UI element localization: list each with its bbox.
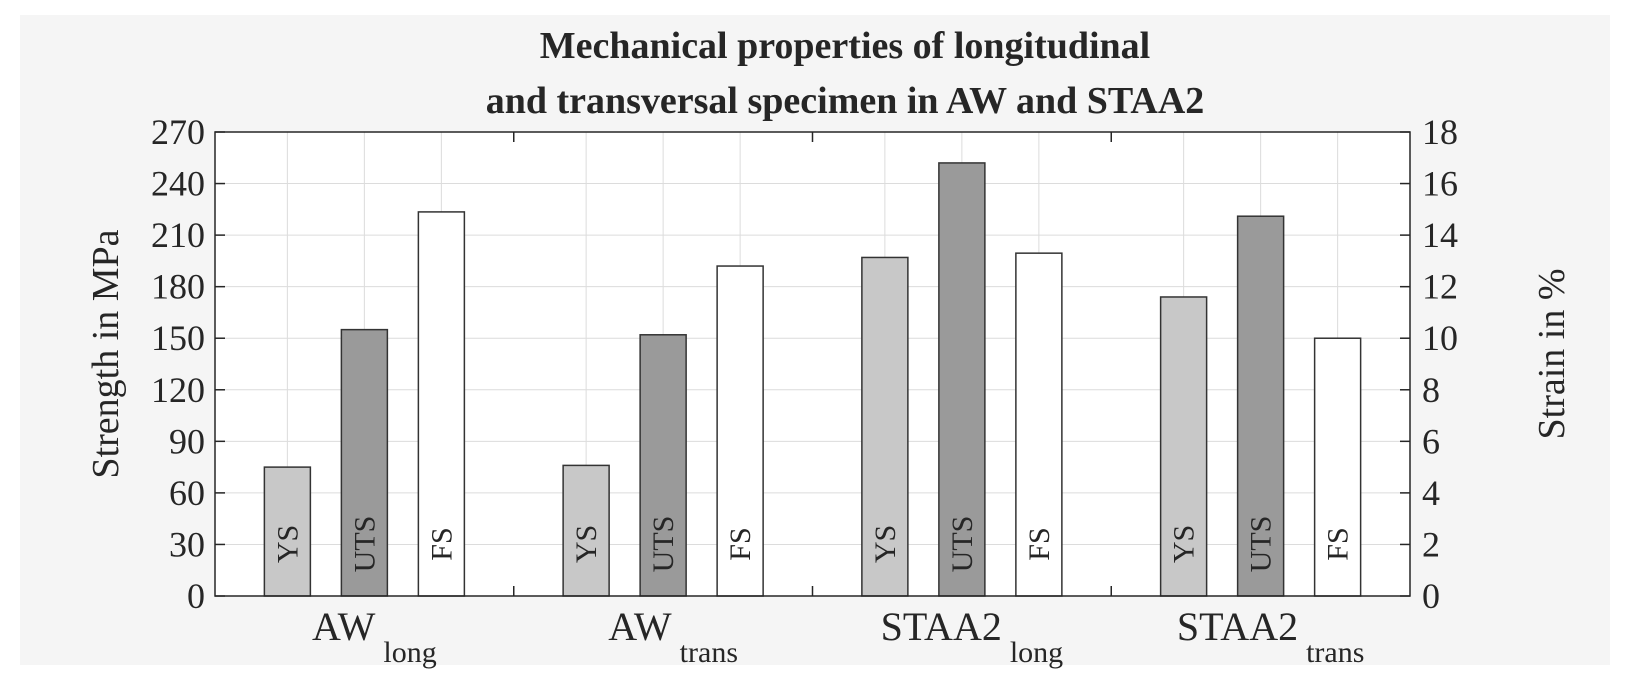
y-tick-label: 120 [151,370,205,410]
bar-label-uts: UTS [946,516,979,573]
y-tick-label: 180 [151,267,205,307]
bar-fs-3 [1015,252,1063,597]
bar-label-uts: UTS [647,516,680,573]
bar-uts-2 [639,334,687,597]
bar-label-ys: YS [869,525,902,563]
y2-tick-label: 8 [1422,370,1440,410]
y2-tick-label: 14 [1422,215,1458,255]
bar-label-fs: FS [724,527,757,560]
y2-tick-label: 2 [1422,524,1440,564]
x-category-label: AWlong [312,604,437,669]
y2-tick-label: 4 [1422,473,1440,513]
y-tick-label: 90 [169,421,205,461]
x-category-label: AWtrans [608,604,738,669]
bar-label-fs: FS [1322,527,1355,560]
bar-fs-2 [716,265,764,597]
chart-title-line-1: Mechanical properties of longitudinal [540,25,1150,67]
bar-label-fs: FS [1023,527,1056,560]
y-tick-label: 210 [151,215,205,255]
bar-ys-4 [1159,296,1208,597]
bar-uts-4 [1236,215,1285,597]
y2-tick-label: 10 [1422,318,1458,358]
y-tick-label: 150 [151,318,205,358]
y-tick-label: 0 [187,576,205,616]
y2-tick-label: 18 [1422,112,1458,152]
y-tick-label: 270 [151,112,205,152]
y-axis-label: Strength in MPa [85,229,127,478]
chart-title-line-2: and transversal specimen in AW and STAA2 [486,80,1205,122]
bar-label-ys: YS [271,525,304,563]
bar-label-ys: YS [1168,525,1201,563]
bar-uts-3 [938,162,986,597]
bar-label-ys: YS [570,525,603,563]
bar-label-uts: UTS [348,516,381,573]
bar-ys-3 [861,256,909,597]
bar-label-uts: UTS [1245,516,1278,573]
y2-tick-label: 6 [1422,421,1440,461]
y2-tick-label: 12 [1422,267,1458,307]
bar-label-fs: FS [425,527,458,560]
y-tick-label: 240 [151,164,205,204]
bar-fs-4 [1313,337,1362,597]
y2-tick-label: 0 [1422,576,1440,616]
plot-area [215,132,1410,596]
y2-tick-label: 16 [1422,164,1458,204]
y2-axis-label: Strain in % [1531,269,1573,440]
x-category-label: STAA2long [881,604,1064,669]
y-tick-label: 60 [169,473,205,513]
bar-ys-1 [263,466,312,597]
x-category-label: STAA2trans [1177,604,1365,669]
y-tick-label: 30 [169,524,205,564]
